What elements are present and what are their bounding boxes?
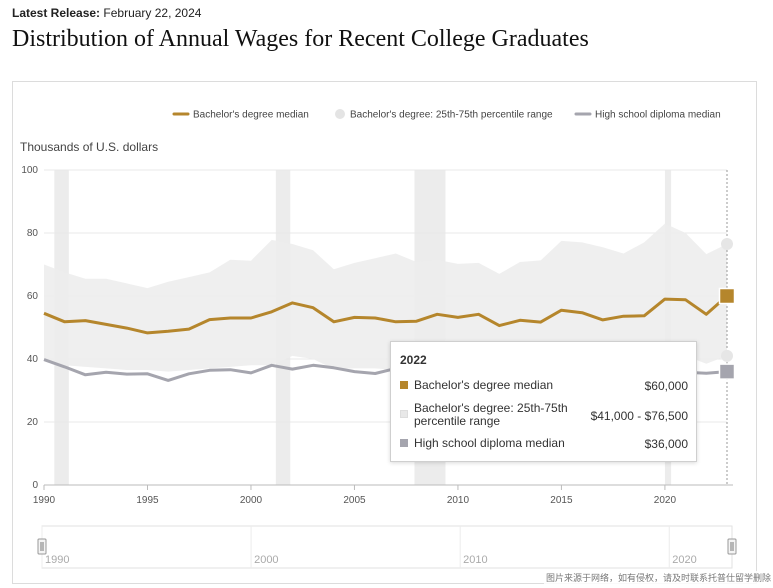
y-axis-title: Thousands of U.S. dollars [20,140,158,154]
tooltip-row-name: Bachelor's degree: 25th-75th percentile … [414,401,568,428]
tooltip-swatch [400,439,408,447]
x-tick-label: 1990 [33,495,56,506]
y-tick-label: 80 [27,228,39,239]
y-tick-label: 100 [21,165,38,176]
tooltip: 2022 Bachelor's degree median $60,000 Ba… [390,341,697,462]
legend-swatch [335,109,345,119]
percentile-range-area [44,223,727,372]
series-marker [718,287,736,305]
tooltip-swatch [400,381,408,389]
navigator-label: 2020 [672,554,696,566]
legend-label: Bachelor's degree median [193,110,309,121]
legend-label: Bachelor's degree: 25th-75th percentile … [350,110,553,121]
bachelor-median-line [43,294,728,335]
y-tick-label: 20 [27,417,39,428]
tooltip-year: 2022 [400,353,427,367]
x-tick-label: 2000 [240,495,263,506]
page-title: Distribution of Annual Wages for Recent … [12,26,589,52]
legend-label: High school diploma median [595,110,721,121]
navigator-label: 2000 [254,554,278,566]
range-low-marker [721,349,733,362]
release-info: Latest Release: February 22, 2024 [12,6,201,20]
tooltip-row-name: High school diploma median [414,436,565,450]
chart-frame [12,81,757,584]
y-tick-label: 60 [27,291,39,302]
tooltip-row-value: $41,000 - $76,500 [590,409,688,423]
x-tick-label: 1995 [136,495,159,506]
release-date: February 22, 2024 [103,6,202,20]
tooltip-row-value: $60,000 [644,379,688,393]
x-tick-label: 2015 [550,495,573,506]
navigator-label: 2010 [463,554,487,566]
y-tick-label: 0 [32,480,38,491]
navigator-handle-left[interactable] [37,538,47,555]
series-marker [718,363,736,380]
release-label: Latest Release: [12,6,101,20]
navigator-track [41,525,733,569]
x-tick-label: 2005 [343,495,366,506]
tooltip-swatch [400,410,408,418]
x-tick-label: 2010 [447,495,470,506]
x-tick-label: 2020 [654,495,677,506]
navigator-handle-right[interactable] [727,538,737,555]
tooltip-row-value: $36,000 [644,437,688,451]
range-high-marker [721,238,733,251]
tooltip-row-name: Bachelor's degree median [414,378,554,392]
y-tick-label: 40 [27,354,39,365]
navigator-label: 1990 [45,554,69,566]
watermark: 图片来源于网络，如有侵权，请及时联系托普仕留学删除 [543,571,773,584]
